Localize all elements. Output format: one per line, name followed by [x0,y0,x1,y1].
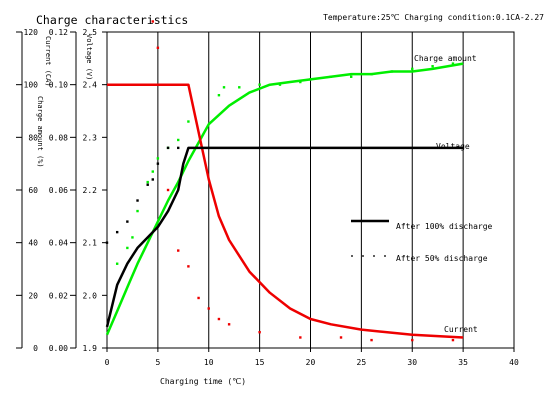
current-50-discharge-point [166,188,170,192]
x-tick-label: 40 [509,358,519,367]
x-tick-label: 15 [255,358,265,367]
voltage-50-discharge-point [151,178,154,181]
charge-amount-50-discharge-point [258,83,261,86]
x-tick-label: 5 [155,358,160,367]
charge-amount-50-discharge-point [278,83,282,86]
charge-amount-50-discharge-point [451,62,455,65]
current-tick-label: 0.08 [49,133,68,142]
voltage-50-discharge-point [146,183,149,186]
voltage-50-discharge-point [105,241,109,244]
voltage-tick-label: 2.4 [83,81,98,90]
voltage-tick-label: 2.0 [83,291,98,300]
current-tick-label: 0.02 [49,291,68,300]
charge-amount-100-discharge-line [105,62,464,336]
charge-amount-50-discharge-point [136,209,139,213]
voltage-50-discharge-point [166,146,170,150]
voltage-tick-label: 2.2 [83,186,98,195]
plot-grid [16,31,515,352]
voltage-50-discharge-point [156,162,160,165]
legend: After 100% discharge After 50% discharge [351,219,493,263]
charge-amount-50-discharge-point [126,246,129,250]
charge-amount-50-discharge-point [131,236,134,239]
current-50-discharge-point [299,336,302,339]
annotation-charge-amount: Charge amount [414,54,477,63]
current-tick-label: 0.00 [49,344,68,353]
x-tick-label: 10 [204,358,214,367]
x-tick-label: 20 [306,358,316,367]
voltage-tick-label: 2.3 [83,133,98,142]
x-axis-label: Charging time (℃) [160,377,246,386]
current-50-discharge-point [339,336,343,339]
legend-label-100-discharge: After 100% discharge [396,222,493,231]
charge-amount-50-discharge-point [238,86,241,89]
annotation-current: Current [444,325,478,334]
charge-amount-tick-label: 100 [24,81,39,90]
current-tick-label: 0.04 [49,239,68,248]
current-50-discharge-point [177,249,180,252]
current-50-discharge-point [227,323,231,326]
chart-title: Charge characteristics [36,13,188,27]
voltage-50-discharge-point [115,230,119,234]
charge-amount-50-discharge-point [187,120,190,123]
x-tick-label: 25 [357,358,367,367]
charging-condition-note: Temperature:25℃ Charging condition:0.1CA… [323,13,544,22]
current-tick-label: 0.12 [49,28,68,37]
charge-amount-50-discharge-point [217,94,221,97]
charge-amount-tick-label: 120 [24,28,39,37]
current-50-discharge-point [451,338,455,342]
charge-amount-axis-label: Charge amount (%) [36,96,44,168]
current-50-discharge-point [151,20,154,23]
charge-amount-tick-label: 40 [28,239,38,248]
voltage-axis-label: Voltage (V) [85,34,93,80]
charge-amount-tick-label: 20 [28,291,38,300]
voltage-50-discharge-point [136,199,139,202]
voltage-100-discharge-line [105,146,464,328]
current-100-discharge-line [107,83,464,339]
voltage-tick-label: 2.5 [83,28,98,37]
current-50-discharge-point [370,338,373,342]
charge-amount-50-discharge-point [299,80,302,84]
charge-amount-50-discharge-point [156,157,160,160]
current-axis-label: Current (CA) [44,36,52,87]
charge-amount-tick-label: 80 [28,133,38,142]
charge-amount-50-discharge-point [115,262,119,265]
voltage-tick-label: 2.1 [83,239,98,248]
x-tick-label: 30 [407,358,417,367]
charge-amount-50-discharge-point [177,138,180,142]
x-tick-label: 35 [458,358,468,367]
current-tick-label: 0.10 [49,81,68,90]
voltage-tick-label: 1.9 [83,344,98,353]
charge-amount-50-discharge-point [431,65,434,68]
x-tick-label: 0 [105,358,110,367]
current-tick-label: 0.06 [49,186,68,195]
voltage-50-discharge-point [126,220,129,223]
current-50-discharge-point [217,317,221,321]
charge-amount-50-discharge-point [222,86,226,89]
charge-amount-tick-label: 0 [33,344,38,353]
charge-amount-50-discharge-point [411,67,414,71]
charge-amount-50-discharge-point [350,75,353,78]
charge-amount-tick-label: 60 [28,186,38,195]
voltage-50-discharge-point [177,146,180,150]
charge-amount-50-discharge-point [151,170,154,173]
charge-amount-50-discharge-point [146,180,149,184]
current-50-discharge-point [187,265,190,268]
current-50-discharge-point [156,46,160,49]
legend-label-50-discharge: After 50% discharge [396,254,488,263]
current-50-discharge-point [197,296,200,300]
current-50-discharge-point [207,307,210,310]
current-50-discharge-point [411,338,414,342]
annotation-voltage: Voltage [436,142,470,151]
current-50-discharge-point [258,331,261,334]
